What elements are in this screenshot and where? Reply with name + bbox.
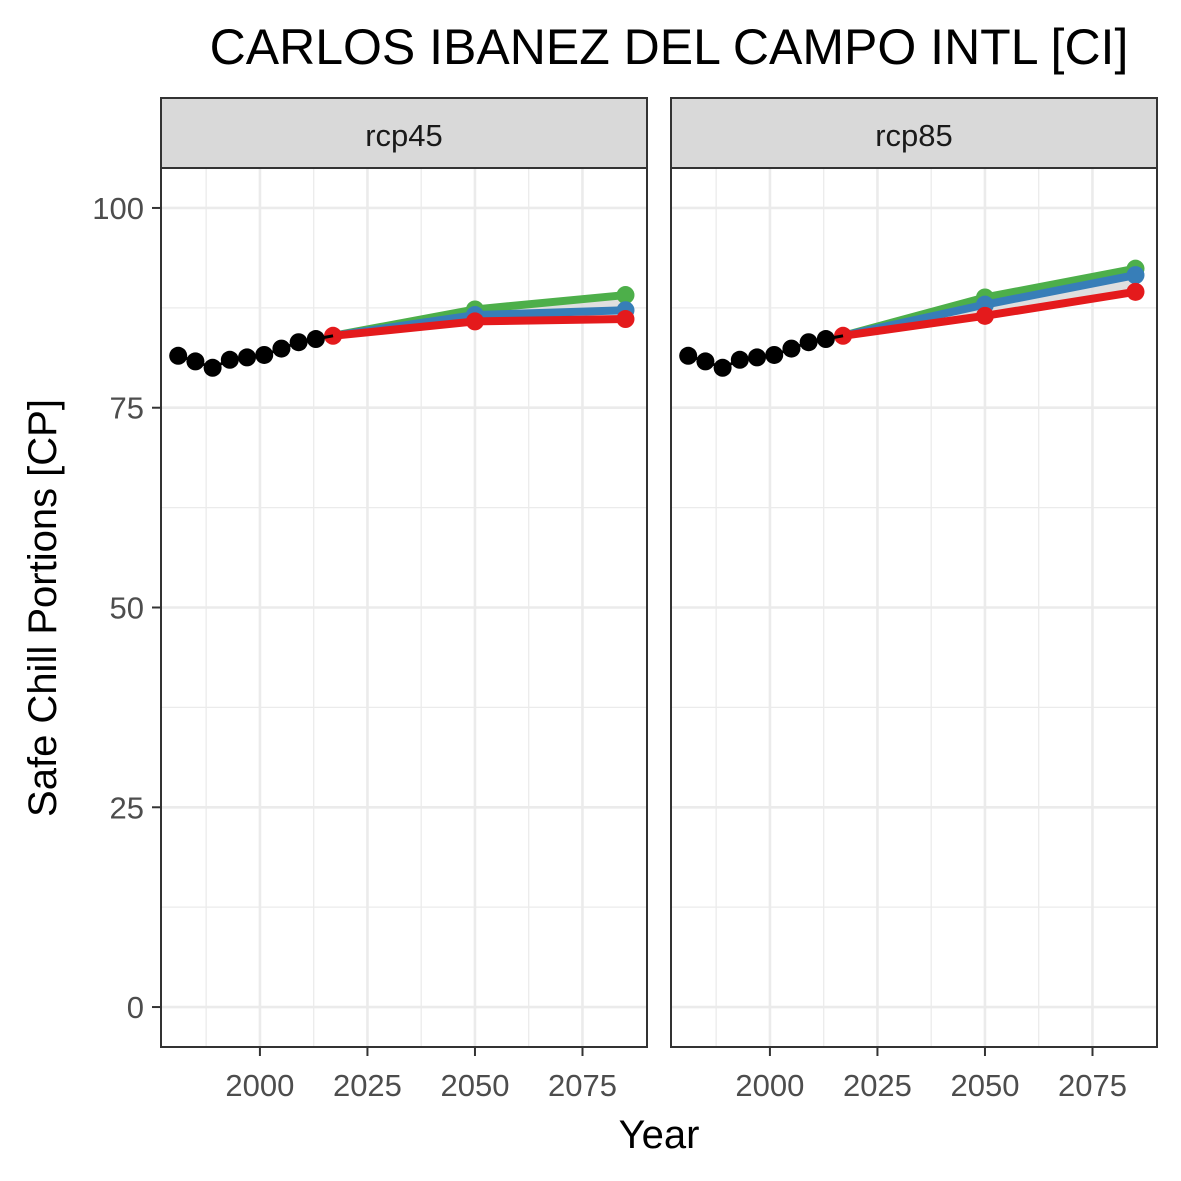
y-tick-label: 100: [92, 191, 144, 226]
historic-point: [765, 345, 784, 364]
x-tick-label: 2000: [735, 1068, 804, 1103]
historic-point: [679, 346, 698, 365]
series-point-red: [975, 306, 994, 325]
x-tick-label: 2075: [548, 1068, 617, 1103]
y-axis: 0 25 50 75 100: [92, 191, 161, 1025]
x-tick-label: 2075: [1058, 1068, 1127, 1103]
historic-point: [748, 348, 767, 367]
historic-point: [186, 352, 205, 371]
facet-label: rcp45: [365, 118, 443, 153]
series-point-red: [1126, 282, 1145, 301]
historic-point: [782, 339, 801, 358]
historic-point: [306, 330, 325, 349]
historic-point: [713, 358, 732, 377]
y-tick-label: 25: [110, 790, 144, 825]
panels: rcp45 2000 2025 2050 2075 rcp85 2000 2025 2050 20…: [160, 97, 1158, 1103]
chart-title: CARLOS IBANEZ DEL CAMPO INTL [CI]: [210, 19, 1129, 75]
x-tick-label: 2025: [333, 1068, 402, 1103]
historic-point: [272, 339, 291, 358]
x-tick-label: 2000: [225, 1068, 294, 1103]
y-tick-label: 0: [127, 990, 144, 1025]
historic-point: [696, 352, 715, 371]
x-tick-label: 2050: [440, 1068, 509, 1103]
panel-rcp85: rcp85 2000 2025 2050 2075: [670, 97, 1158, 1103]
facet-label: rcp85: [875, 118, 953, 153]
x-axis-title: Year: [619, 1113, 700, 1157]
historic-point: [203, 358, 222, 377]
panel-border: [670, 167, 1158, 1048]
series-point-red: [616, 310, 635, 329]
historic-point: [730, 350, 749, 369]
x-tick-label: 2050: [950, 1068, 1019, 1103]
y-tick-label: 50: [110, 591, 144, 626]
y-axis-title: Safe Chill Portions [CP]: [21, 399, 65, 817]
historic-point: [220, 350, 239, 369]
historic-point: [255, 345, 274, 364]
historic-point: [799, 333, 818, 352]
historic-point: [816, 330, 835, 349]
historic-point: [169, 346, 188, 365]
facet-strip: [160, 97, 648, 169]
y-tick-label: 75: [110, 391, 144, 426]
series-point-green: [616, 286, 635, 305]
series-point-blue: [1126, 266, 1145, 285]
facet-strip: [670, 97, 1158, 169]
panel-rcp45: rcp45 2000 2025 2050 2075: [160, 97, 648, 1103]
x-tick-label: 2025: [843, 1068, 912, 1103]
historic-point: [289, 333, 308, 352]
historic-point: [238, 348, 257, 367]
series-point-red: [465, 312, 484, 331]
